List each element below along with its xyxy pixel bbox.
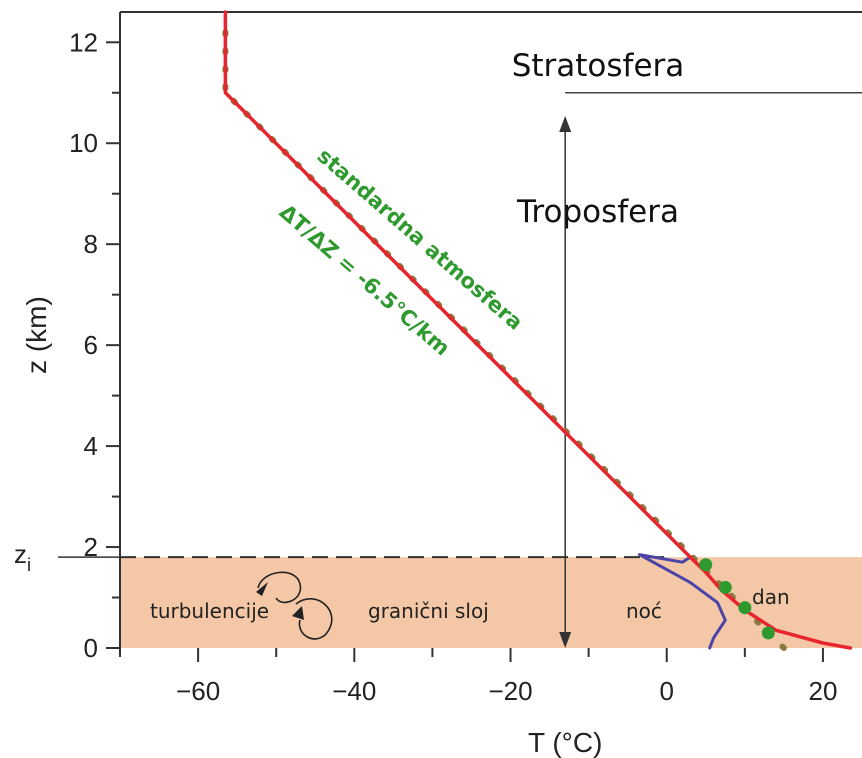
day-label: dan (752, 585, 790, 609)
y-axis-ticks: 0 2 4 6 8 10 12 (69, 27, 120, 663)
boundary-layer-label: granični sloj (368, 599, 489, 623)
x-tick-label: 20 (808, 676, 837, 706)
y-tick-label: 4 (84, 431, 98, 461)
x-tick-label: −40 (332, 676, 376, 706)
green-point (718, 580, 732, 594)
lapse-rate-label: ΔT/ΔZ = -6.5°C/km (275, 200, 455, 361)
troposphere-label: Troposfera (516, 194, 679, 230)
y-axis-title: z (km) (21, 296, 52, 374)
stratosphere-label: Stratosfera (512, 48, 685, 84)
swirl-upper (257, 571, 302, 604)
green-point (761, 626, 775, 640)
green-points-layer (699, 558, 775, 640)
turbulence-swirl-icon (256, 571, 333, 640)
y-tick-label: 2 (84, 532, 98, 562)
x-axis-ticks: −60 −40 −20 0 20 (119, 648, 837, 706)
x-tick-label: −20 (488, 676, 532, 706)
y-tick-label: 12 (69, 27, 98, 57)
arrow-head-down (559, 632, 572, 648)
x-tick-label: 0 (660, 676, 674, 706)
y-tick-label: 10 (69, 128, 98, 158)
swirl-arrow-upper (256, 582, 268, 596)
turbulence-label: turbulencije (150, 599, 269, 623)
y-tick-label: 0 (84, 633, 98, 663)
series-line-0 (223, 10, 853, 650)
y-tick-label: 8 (84, 229, 98, 259)
series-layer (222, 10, 853, 651)
swirl-arrow-lower (292, 606, 304, 620)
troposphere-arrow (559, 116, 572, 648)
arrow-head-up (559, 116, 572, 132)
zi-label: zi (14, 539, 31, 575)
series-line-2 (222, 14, 787, 651)
series-line-1 (223, 10, 727, 650)
green-point (738, 601, 752, 615)
green-point (699, 558, 713, 572)
x-tick-label: −60 (176, 676, 220, 706)
y-tick-label: 6 (84, 330, 98, 360)
swirl-lower (295, 598, 333, 640)
standard-atmosphere-label: standardna atmosfera (313, 144, 528, 335)
x-axis-title: T (°C) (528, 727, 602, 758)
night-label: noć (626, 599, 662, 623)
plot-frame (119, 11, 862, 648)
